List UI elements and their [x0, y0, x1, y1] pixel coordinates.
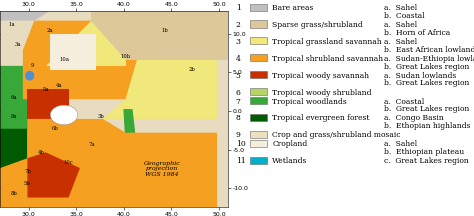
Text: b.  Coastal: b. Coastal: [384, 12, 425, 20]
Polygon shape: [27, 89, 69, 119]
Text: b.  Horn of Africa: b. Horn of Africa: [384, 29, 450, 37]
Text: Tropical woody savannah: Tropical woody savannah: [272, 72, 369, 80]
Polygon shape: [123, 109, 137, 148]
Text: 7a: 7a: [88, 142, 95, 147]
Text: 5b: 5b: [24, 181, 31, 186]
Bar: [250, 21, 267, 28]
Text: 10a: 10a: [59, 57, 69, 62]
Bar: [250, 157, 267, 164]
Polygon shape: [0, 11, 50, 21]
Text: 1b: 1b: [161, 28, 168, 33]
Text: 9: 9: [236, 131, 241, 139]
Ellipse shape: [50, 105, 78, 125]
Text: b.  Ethiopian plateau: b. Ethiopian plateau: [384, 148, 464, 156]
Text: 10b: 10b: [120, 54, 131, 59]
Text: a.  Sahel: a. Sahel: [384, 21, 417, 29]
Text: 6: 6: [236, 89, 241, 97]
Polygon shape: [50, 34, 96, 70]
Text: 1a: 1a: [8, 22, 15, 27]
Text: a.  Sudan lowlands: a. Sudan lowlands: [384, 72, 456, 80]
Text: a.  Sudan-Ethiopia lowlands: a. Sudan-Ethiopia lowlands: [384, 55, 474, 63]
Text: a.  Congo Basin: a. Congo Basin: [384, 114, 444, 122]
Text: 11: 11: [236, 157, 246, 165]
Bar: [250, 4, 267, 11]
Text: Tropical evergreen forest: Tropical evergreen forest: [272, 114, 370, 122]
Text: 2a: 2a: [47, 28, 54, 33]
Polygon shape: [103, 60, 217, 119]
Bar: [250, 71, 267, 78]
Text: 3: 3: [236, 38, 241, 46]
Text: 9: 9: [30, 63, 34, 68]
Text: b.  Ethopian highlands: b. Ethopian highlands: [384, 122, 471, 130]
Text: 1: 1: [236, 4, 241, 12]
Text: a.  Sahel: a. Sahel: [384, 38, 417, 46]
Polygon shape: [23, 21, 137, 99]
Text: 4a: 4a: [56, 83, 63, 88]
Text: b.  Great Lakes region: b. Great Lakes region: [384, 63, 469, 71]
Text: 2b: 2b: [189, 67, 195, 72]
Text: 6a: 6a: [10, 95, 17, 100]
Text: Geographic
projection
WGS 1984: Geographic projection WGS 1984: [144, 160, 180, 177]
Bar: [250, 37, 267, 44]
Bar: [250, 131, 267, 138]
Polygon shape: [0, 119, 217, 207]
Ellipse shape: [25, 71, 34, 81]
Text: Tropical shrubland savannah: Tropical shrubland savannah: [272, 55, 383, 63]
Text: b.  Great Lakes region: b. Great Lakes region: [384, 105, 469, 113]
Polygon shape: [46, 21, 126, 66]
Text: Tropical grassland savannah: Tropical grassland savannah: [272, 38, 382, 46]
Text: 10: 10: [236, 140, 246, 148]
Text: Cropland: Cropland: [272, 140, 308, 148]
Bar: [250, 54, 267, 61]
Text: c.  Great Lakes region: c. Great Lakes region: [384, 157, 469, 165]
Text: 3a: 3a: [15, 42, 22, 47]
Text: Tropical woody shrubland: Tropical woody shrubland: [272, 89, 372, 97]
Bar: [250, 97, 267, 104]
Bar: [250, 114, 267, 121]
Text: 8a: 8a: [10, 114, 17, 119]
Text: 4b: 4b: [38, 150, 45, 155]
Text: 2: 2: [236, 21, 241, 29]
Text: 8: 8: [236, 114, 241, 122]
Text: Wetlands: Wetlands: [272, 157, 308, 165]
Text: a.  Sahel: a. Sahel: [384, 4, 417, 12]
Text: 7: 7: [236, 98, 241, 106]
Text: 8b: 8b: [10, 191, 17, 196]
Text: a.  Coastal: a. Coastal: [384, 98, 424, 106]
Text: 7b: 7b: [24, 170, 31, 175]
Text: 3b: 3b: [97, 114, 104, 119]
Bar: [250, 140, 267, 147]
Text: 4: 4: [236, 55, 241, 63]
Polygon shape: [91, 11, 228, 60]
Text: 5a: 5a: [42, 87, 49, 92]
Text: Sparse grass/shrubland: Sparse grass/shrubland: [272, 21, 363, 29]
Bar: [250, 88, 267, 95]
Polygon shape: [27, 152, 80, 197]
Polygon shape: [0, 66, 50, 129]
Text: Bare areas: Bare areas: [272, 4, 313, 12]
Text: Tropical woodlands: Tropical woodlands: [272, 98, 347, 106]
Text: a.  Sahel: a. Sahel: [384, 140, 417, 148]
Polygon shape: [0, 70, 27, 207]
Text: b.  Great Lakes region: b. Great Lakes region: [384, 79, 469, 87]
Text: 6b: 6b: [52, 126, 58, 131]
Text: Crop and grass/shrubland mosaic: Crop and grass/shrubland mosaic: [272, 131, 401, 139]
Text: b.  East African lowlands: b. East African lowlands: [384, 46, 474, 54]
Text: 5: 5: [236, 72, 241, 80]
Text: 10c: 10c: [64, 160, 73, 165]
